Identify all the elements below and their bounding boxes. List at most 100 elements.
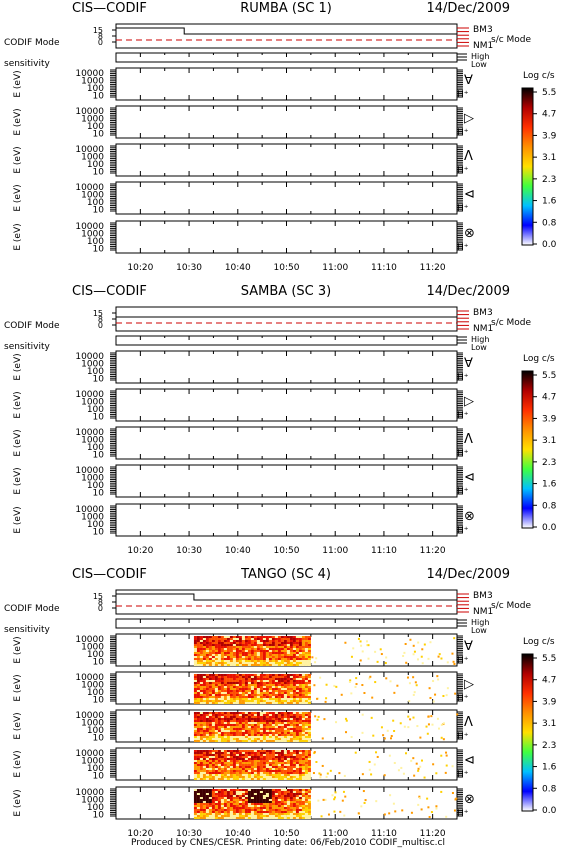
heat-cell bbox=[361, 773, 364, 776]
heat-cell bbox=[196, 738, 200, 740]
heat-cell bbox=[250, 702, 254, 704]
heat-cell bbox=[286, 762, 290, 764]
heat-cell bbox=[214, 738, 218, 740]
heat-cell bbox=[202, 690, 206, 692]
heat-cell bbox=[325, 775, 328, 778]
colorbar-tick-5.5: 5.5 bbox=[542, 88, 556, 98]
xtick-label-1050: 10:50 bbox=[274, 546, 300, 556]
heat-cell bbox=[286, 732, 290, 734]
heat-cell bbox=[229, 654, 233, 656]
heat-cell bbox=[226, 754, 230, 756]
heat-cell bbox=[315, 657, 318, 660]
heat-cell bbox=[307, 776, 311, 778]
heat-cell bbox=[298, 732, 302, 734]
mode-ytick-0: 0 bbox=[98, 38, 103, 47]
heat-cell bbox=[262, 696, 266, 698]
heat-cell bbox=[292, 676, 296, 678]
heat-cell bbox=[226, 692, 230, 694]
heat-cell bbox=[199, 772, 203, 774]
heat-cell bbox=[256, 740, 260, 742]
heat-cell bbox=[205, 801, 209, 803]
heat-cell bbox=[202, 750, 206, 752]
heat-cell bbox=[274, 815, 278, 817]
heat-cell bbox=[202, 644, 206, 646]
heat-cell bbox=[202, 674, 206, 676]
mode-ytick-15: 15 bbox=[93, 309, 103, 318]
heat-cell bbox=[244, 654, 248, 656]
heat-cell bbox=[229, 776, 233, 778]
heat-cell bbox=[295, 803, 299, 805]
footer-credits: Produced by CNES/CESR. Printing date: 06… bbox=[131, 838, 445, 848]
heat-cell bbox=[217, 664, 221, 666]
heat-cell bbox=[259, 754, 263, 756]
heat-cell bbox=[199, 686, 203, 688]
heat-cell bbox=[289, 650, 293, 652]
heat-cell bbox=[208, 664, 212, 666]
heat-cell bbox=[301, 648, 305, 650]
heat-cell bbox=[259, 807, 263, 809]
heat-cell bbox=[268, 718, 272, 720]
heat-cell bbox=[202, 676, 206, 678]
heat-cell bbox=[202, 762, 206, 764]
heat-cell bbox=[304, 740, 308, 742]
heat-cell bbox=[301, 682, 305, 684]
heat-cell bbox=[253, 752, 257, 754]
heat-cell bbox=[238, 801, 242, 803]
heat-cell bbox=[277, 805, 281, 807]
heat-cell bbox=[247, 793, 251, 795]
heat-cell bbox=[238, 646, 242, 648]
heat-cell bbox=[286, 752, 290, 754]
heat-cell bbox=[235, 686, 239, 688]
heat-cell bbox=[289, 722, 293, 724]
heat-cell bbox=[244, 650, 248, 652]
heat-cell bbox=[345, 719, 348, 722]
heat-cell bbox=[250, 809, 254, 811]
heat-cell bbox=[277, 636, 281, 638]
heat-cell bbox=[244, 760, 248, 762]
heat-cell bbox=[292, 768, 296, 770]
heat-cell bbox=[229, 807, 233, 809]
heat-cell bbox=[262, 648, 266, 650]
heat-cell bbox=[202, 807, 206, 809]
colorbar-tick-3.9: 3.9 bbox=[542, 131, 557, 141]
heat-cell bbox=[274, 720, 278, 722]
heat-cell bbox=[214, 638, 218, 640]
heat-cell bbox=[435, 805, 438, 808]
heat-cell bbox=[307, 797, 311, 799]
heat-cell bbox=[262, 650, 266, 652]
heat-cell bbox=[196, 652, 200, 654]
heat-cell bbox=[304, 793, 308, 795]
heat-cell bbox=[292, 793, 296, 795]
heat-cell bbox=[253, 660, 257, 662]
header-spacecraft: TANGO (SC 4) bbox=[240, 567, 331, 582]
heat-cell bbox=[333, 796, 336, 799]
heat-cell bbox=[280, 702, 284, 704]
heat-cell bbox=[301, 760, 305, 762]
heat-cell bbox=[202, 720, 206, 722]
heat-cell bbox=[211, 660, 215, 662]
heat-cell bbox=[277, 789, 281, 791]
heat-cell bbox=[277, 638, 281, 640]
heat-cell bbox=[256, 688, 260, 690]
heat-cell bbox=[226, 758, 230, 760]
heat-cell bbox=[268, 776, 272, 778]
heat-cell bbox=[292, 650, 296, 652]
heat-cell bbox=[229, 815, 233, 817]
energy-ytick-1000: 1000 bbox=[81, 796, 104, 806]
heat-cell bbox=[307, 724, 311, 726]
heat-cell bbox=[430, 811, 433, 814]
heat-cell bbox=[211, 678, 215, 680]
heat-cell bbox=[274, 658, 278, 660]
heat-cell bbox=[250, 680, 254, 682]
heat-cell bbox=[298, 696, 302, 698]
heat-cell bbox=[193, 762, 197, 764]
species-label: H⁺ bbox=[457, 526, 469, 536]
heat-cell bbox=[268, 722, 272, 724]
heat-cell bbox=[280, 690, 284, 692]
heat-cell bbox=[295, 728, 299, 730]
heat-cell bbox=[274, 807, 278, 809]
heat-cell bbox=[304, 778, 308, 780]
heat-cell bbox=[280, 722, 284, 724]
heat-cell bbox=[244, 766, 248, 768]
heat-cell bbox=[208, 754, 212, 756]
